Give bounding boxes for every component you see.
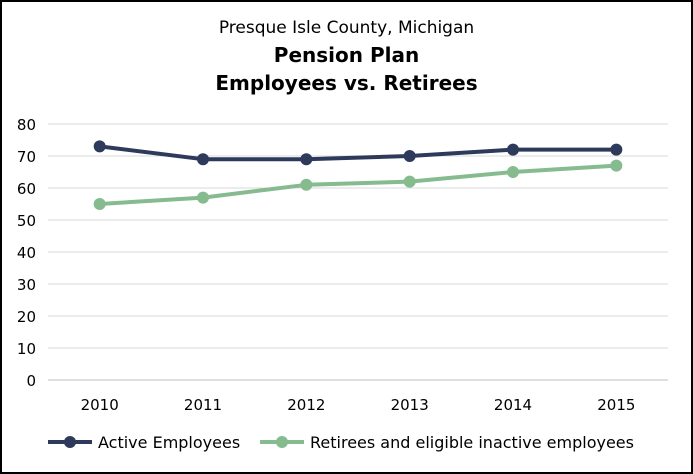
x-tick-label: 2012 (287, 396, 325, 414)
data-point (300, 153, 313, 166)
y-tick-label: 80 (17, 116, 36, 134)
legend-item-active-employees: Active Employees (48, 433, 240, 452)
legend-item-retirees: Retirees and eligible inactive employees (260, 433, 634, 452)
chart-title-county: Presque Isle County, Michigan (218, 18, 475, 38)
data-point (403, 175, 416, 188)
series-line (97, 163, 619, 206)
y-tick-label: 20 (17, 308, 36, 326)
gridlines (48, 123, 668, 381)
y-tick-label: 50 (17, 212, 36, 230)
x-axis-ticks: 2010 2011 2012 2013 2014 2015 (81, 396, 636, 414)
x-tick-label: 2013 (391, 396, 429, 414)
chart-title-plan: Pension Plan (273, 43, 420, 67)
data-point (93, 198, 106, 210)
legend-label-active: Active Employees (98, 433, 240, 452)
x-tick-label: 2014 (494, 396, 532, 414)
data-point (93, 140, 106, 153)
data-point (507, 166, 519, 178)
data-point (610, 143, 623, 156)
series-0 (93, 140, 623, 166)
data-point (300, 178, 313, 191)
y-tick-label: 10 (17, 340, 36, 358)
x-tick-label: 2015 (597, 396, 635, 414)
series-line (97, 144, 619, 162)
y-tick-label: 30 (17, 276, 36, 294)
data-point (197, 191, 209, 204)
y-tick-label: 0 (26, 372, 36, 390)
series-1 (93, 159, 623, 210)
legend-marker-active (64, 436, 76, 448)
x-tick-label: 2011 (184, 396, 222, 414)
y-axis-ticks: 0 10 20 30 40 50 60 70 80 (17, 116, 36, 390)
legend-marker-retirees (276, 436, 288, 448)
chart-title-comparison: Employees vs. Retirees (215, 71, 478, 95)
legend: Active Employees Retirees and eligible i… (48, 433, 634, 452)
y-tick-label: 40 (17, 244, 36, 262)
legend-label-retirees: Retirees and eligible inactive employees (310, 433, 634, 452)
y-tick-label: 60 (17, 180, 36, 198)
x-tick-label: 2010 (81, 396, 119, 414)
data-point (610, 159, 623, 172)
data-point (507, 143, 519, 156)
series-lines (93, 140, 623, 210)
data-point (403, 150, 416, 162)
data-point (197, 153, 209, 166)
y-tick-label: 70 (17, 148, 36, 166)
